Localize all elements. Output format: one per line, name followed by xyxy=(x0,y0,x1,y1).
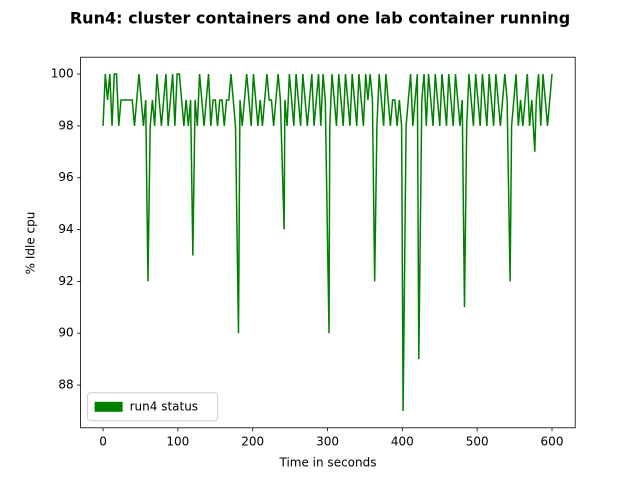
plot-frame xyxy=(80,56,576,429)
y-tick-label: 98 xyxy=(58,118,73,132)
y-tick-label: 96 xyxy=(58,170,73,184)
x-tick-label: 400 xyxy=(391,434,414,448)
x-axis-label: Time in seconds xyxy=(279,456,377,470)
chart-title: Run4: cluster containers and one lab con… xyxy=(70,9,570,28)
x-tick-label: 100 xyxy=(166,434,189,448)
y-tick-label: 92 xyxy=(58,274,73,288)
data-line xyxy=(102,73,553,411)
x-tick-label: 300 xyxy=(316,434,339,448)
y-tick-label: 94 xyxy=(58,222,73,236)
y-axis-label: % Idle cpu xyxy=(24,212,38,275)
y-tick-label: 90 xyxy=(58,326,73,340)
x-tick-label: 500 xyxy=(466,434,489,448)
x-tick-label: 600 xyxy=(541,434,564,448)
y-tick-label: 100 xyxy=(51,67,74,81)
legend-box xyxy=(87,392,219,422)
y-tick-label: 88 xyxy=(58,378,73,392)
x-tick-label: 0 xyxy=(99,434,107,448)
legend-swatch xyxy=(94,401,123,412)
legend-label: run4 status xyxy=(130,399,198,413)
x-tick-label: 200 xyxy=(241,434,264,448)
